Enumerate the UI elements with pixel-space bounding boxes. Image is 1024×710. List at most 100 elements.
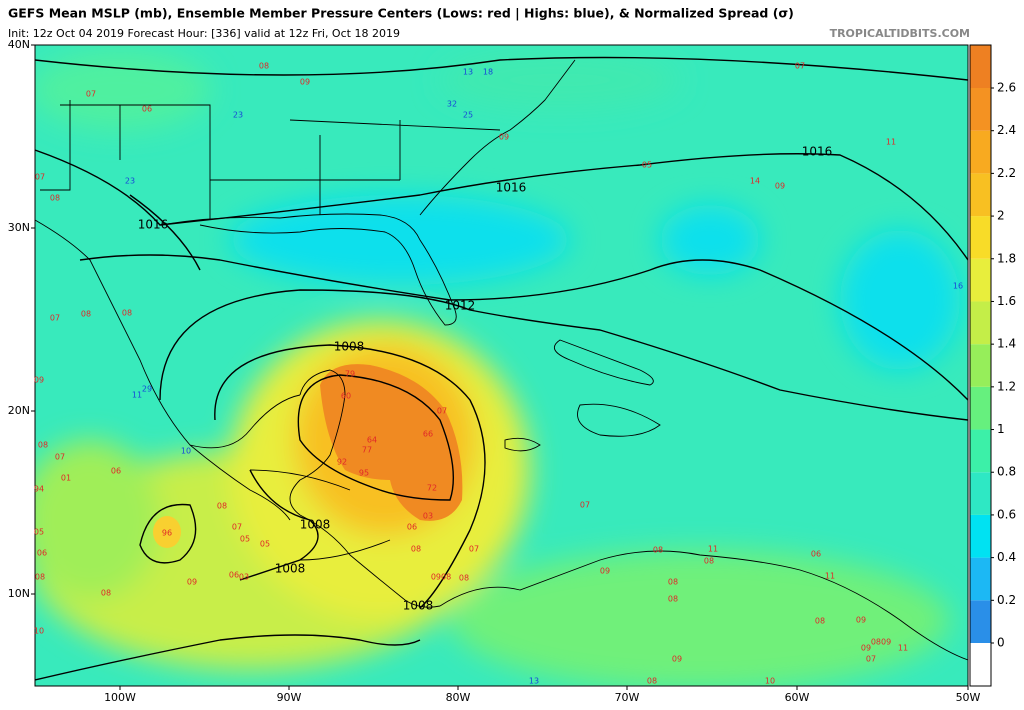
low-center: 08	[653, 546, 663, 555]
colorbar-tick-label: 0.8	[997, 465, 1016, 479]
low-center: 08	[259, 62, 269, 71]
low-center: 07	[55, 453, 65, 462]
subtitle: Init: 12z Oct 04 2019 Forecast Hour: [33…	[8, 27, 400, 40]
lat-label: 30N	[8, 221, 30, 234]
low-center: 64	[367, 436, 377, 445]
contour-label: 1008	[275, 562, 306, 576]
contour-label: 1016	[496, 181, 527, 195]
low-center: 09	[775, 182, 785, 191]
colorbar: 0 0.2 0.4 0.6 0.8 1 1.2 1.4 1.6 1.8 2 2.2 2.4 2.6	[969, 44, 1016, 687]
lon-label: 80W	[446, 691, 471, 704]
low-center: 09	[600, 567, 610, 576]
lon-label: 100W	[104, 691, 136, 704]
low-center: 08	[411, 545, 421, 554]
low-center: 08	[81, 310, 91, 319]
low-center: 07	[86, 90, 96, 99]
colorbar-bin	[970, 429, 991, 473]
low-center: 92	[337, 458, 347, 467]
low-center: 08	[704, 557, 714, 566]
low-center: 0809	[871, 638, 891, 647]
low-center: 06	[811, 550, 821, 559]
low-center: 79	[345, 370, 355, 379]
low-center: 07	[795, 62, 805, 71]
low-center: 11	[898, 644, 908, 653]
map-area	[35, 45, 968, 686]
colorbar-tick-label: 1.2	[997, 379, 1016, 393]
low-center: 66	[423, 430, 433, 439]
low-center: 07	[35, 173, 45, 182]
map-frame	[34, 44, 969, 687]
low-center: 08	[50, 194, 60, 203]
low-center: 07	[232, 523, 242, 532]
high-center: 29	[142, 385, 152, 394]
colorbar-tick-label: 0.6	[997, 507, 1016, 521]
high-center: 32	[447, 100, 457, 109]
low-center: 03	[239, 573, 249, 582]
lat-label: 20N	[8, 404, 30, 417]
high-center: 13	[463, 68, 473, 77]
low-center: 06	[407, 523, 417, 532]
contour-label: 1016	[138, 218, 169, 232]
high-center: 25	[463, 111, 473, 120]
low-center: 09	[499, 133, 509, 142]
high-center: 18	[483, 68, 493, 77]
low-center: 60	[341, 392, 351, 401]
low-center: 08	[668, 595, 678, 604]
colorbar-tick-label: 1	[997, 422, 1005, 436]
low-center: 11	[708, 545, 718, 554]
low-center: 09	[34, 376, 44, 385]
colorbar-frame	[969, 44, 992, 687]
lon-label: 50W	[956, 691, 981, 704]
low-center: 09	[672, 655, 682, 664]
colorbar-tick-label: 1.8	[997, 251, 1016, 265]
colorbar-bin	[970, 557, 991, 601]
high-center: 23	[233, 111, 243, 120]
colorbar-bin	[970, 216, 991, 259]
low-center: 06	[111, 467, 121, 476]
lon-label: 70W	[615, 691, 640, 704]
colorbar-tick-label: 0	[997, 636, 1005, 650]
low-center: 11	[825, 572, 835, 581]
low-center: 03	[423, 512, 433, 521]
contour-label: 1008	[403, 599, 434, 613]
low-center: 09	[856, 616, 866, 625]
low-center: 08	[815, 617, 825, 626]
low-center: 08	[38, 441, 48, 450]
colorbar-under	[970, 643, 991, 686]
low-center: 07	[50, 314, 60, 323]
contour-label: 1012	[445, 299, 476, 313]
low-center: 94	[34, 485, 44, 494]
colorbar-bin	[970, 514, 991, 558]
low-center: 08	[647, 677, 657, 686]
low-center: 08	[122, 309, 132, 318]
colorbar-bin	[970, 130, 991, 174]
low-center: 08	[101, 589, 111, 598]
low-center: 07	[469, 545, 479, 554]
colorbar-bin	[970, 301, 991, 345]
colorbar-bin	[970, 45, 991, 88]
low-center: 08	[459, 574, 469, 583]
low-center: 05	[34, 528, 44, 537]
colorbar-tick-label: 0.2	[997, 593, 1016, 607]
colorbar-bin	[970, 600, 991, 643]
low-center: 06	[37, 549, 47, 558]
low-center: 05	[642, 161, 652, 170]
high-center: 23	[125, 177, 135, 186]
colorbar-bin	[970, 173, 991, 217]
low-center: 01	[61, 474, 71, 483]
low-center: 07	[437, 407, 447, 416]
low-center: 08	[668, 578, 678, 587]
contour-label: 1008	[334, 340, 365, 354]
low-center: 07	[580, 501, 590, 510]
colorbar-bin	[970, 386, 991, 430]
colorbar-bin	[970, 258, 991, 302]
lon-label: 60W	[785, 691, 810, 704]
colorbar-tick-label: 2	[997, 209, 1005, 223]
low-center: 08	[217, 502, 227, 511]
low-center: 0908	[431, 573, 451, 582]
low-center: 09	[861, 644, 871, 653]
colorbar-bin	[970, 344, 991, 387]
low-center: 77	[362, 446, 372, 455]
low-center: 07	[866, 655, 876, 664]
